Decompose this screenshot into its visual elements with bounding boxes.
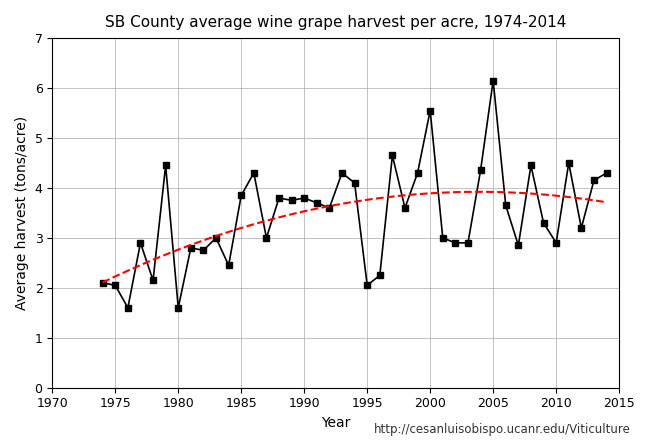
Title: SB County average wine grape harvest per acre, 1974-2014: SB County average wine grape harvest per…	[105, 15, 566, 30]
Text: http://cesanluisobispo.ucanr.edu/Viticulture: http://cesanluisobispo.ucanr.edu/Viticul…	[374, 423, 630, 436]
Y-axis label: Average harvest (tons/acre): Average harvest (tons/acre)	[15, 116, 29, 310]
X-axis label: Year: Year	[321, 416, 350, 430]
